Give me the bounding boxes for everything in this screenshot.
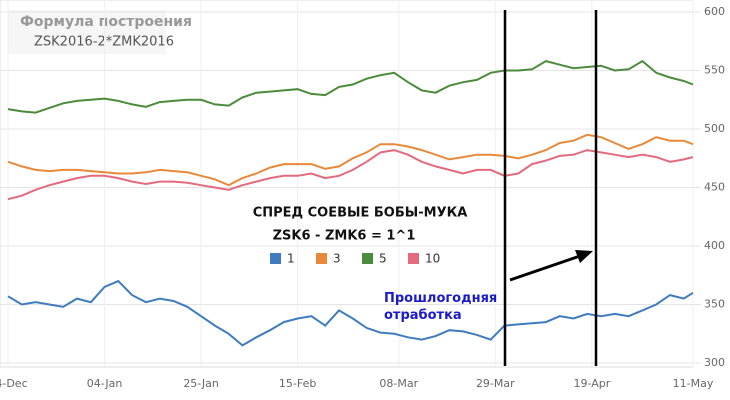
annotation: Прошлогодняя отработка bbox=[384, 291, 498, 323]
x-tick-label: 04-Jan bbox=[87, 377, 123, 390]
y-tick-label: 450 bbox=[704, 181, 725, 194]
series-line bbox=[7, 133, 694, 187]
legend-swatch bbox=[408, 253, 419, 264]
x-tick-label: 29-Mar bbox=[476, 377, 515, 390]
legend-swatch bbox=[270, 253, 281, 264]
legend: 1 3 5 10 bbox=[270, 252, 440, 266]
legend-label: 3 bbox=[333, 252, 341, 266]
legend-subtitle: ZSK6 - ZMK6 = 1^1 bbox=[273, 229, 416, 244]
x-tick-label: 25-Jan bbox=[183, 377, 219, 390]
x-tick-label: 14-Dec bbox=[0, 377, 28, 390]
x-tick-label: 19-Apr bbox=[573, 377, 610, 390]
plot-border bbox=[0, 0, 694, 368]
series-line bbox=[7, 59, 694, 114]
y-tick-label: 300 bbox=[704, 356, 725, 369]
formula-title: Формула построения bbox=[20, 14, 192, 30]
legend-swatch bbox=[362, 253, 373, 264]
y-tick-label: 350 bbox=[704, 298, 725, 311]
y-tick-label: 400 bbox=[704, 239, 725, 252]
legend-title: СПРЕД СОЕВЫЕ БОБЫ-МУКА bbox=[253, 206, 468, 221]
x-tick-label: 15-Feb bbox=[279, 377, 316, 390]
legend-label: 5 bbox=[379, 252, 387, 266]
legend-swatch bbox=[316, 253, 327, 264]
series-line bbox=[7, 149, 694, 201]
formula: ZSK2016-2*ZMK2016 bbox=[34, 35, 174, 50]
plot: 300 350 400 450 500 550 600 14-Dec 04-Jan 25-Jan 1… bbox=[0, 0, 725, 390]
arrow-head bbox=[575, 250, 593, 263]
x-tick-label: 08-Mar bbox=[379, 377, 418, 390]
arrow-shaft bbox=[509, 254, 581, 282]
formula-box bbox=[8, 10, 166, 54]
x-tick-label: 11-May bbox=[673, 377, 714, 390]
series-line bbox=[7, 279, 694, 347]
legend-label: 1 bbox=[287, 252, 295, 266]
y-tick-label: 550 bbox=[704, 64, 725, 77]
y-tick-label: 500 bbox=[704, 122, 725, 135]
legend-label: 10 bbox=[425, 252, 440, 266]
y-tick-label: 600 bbox=[704, 5, 725, 18]
